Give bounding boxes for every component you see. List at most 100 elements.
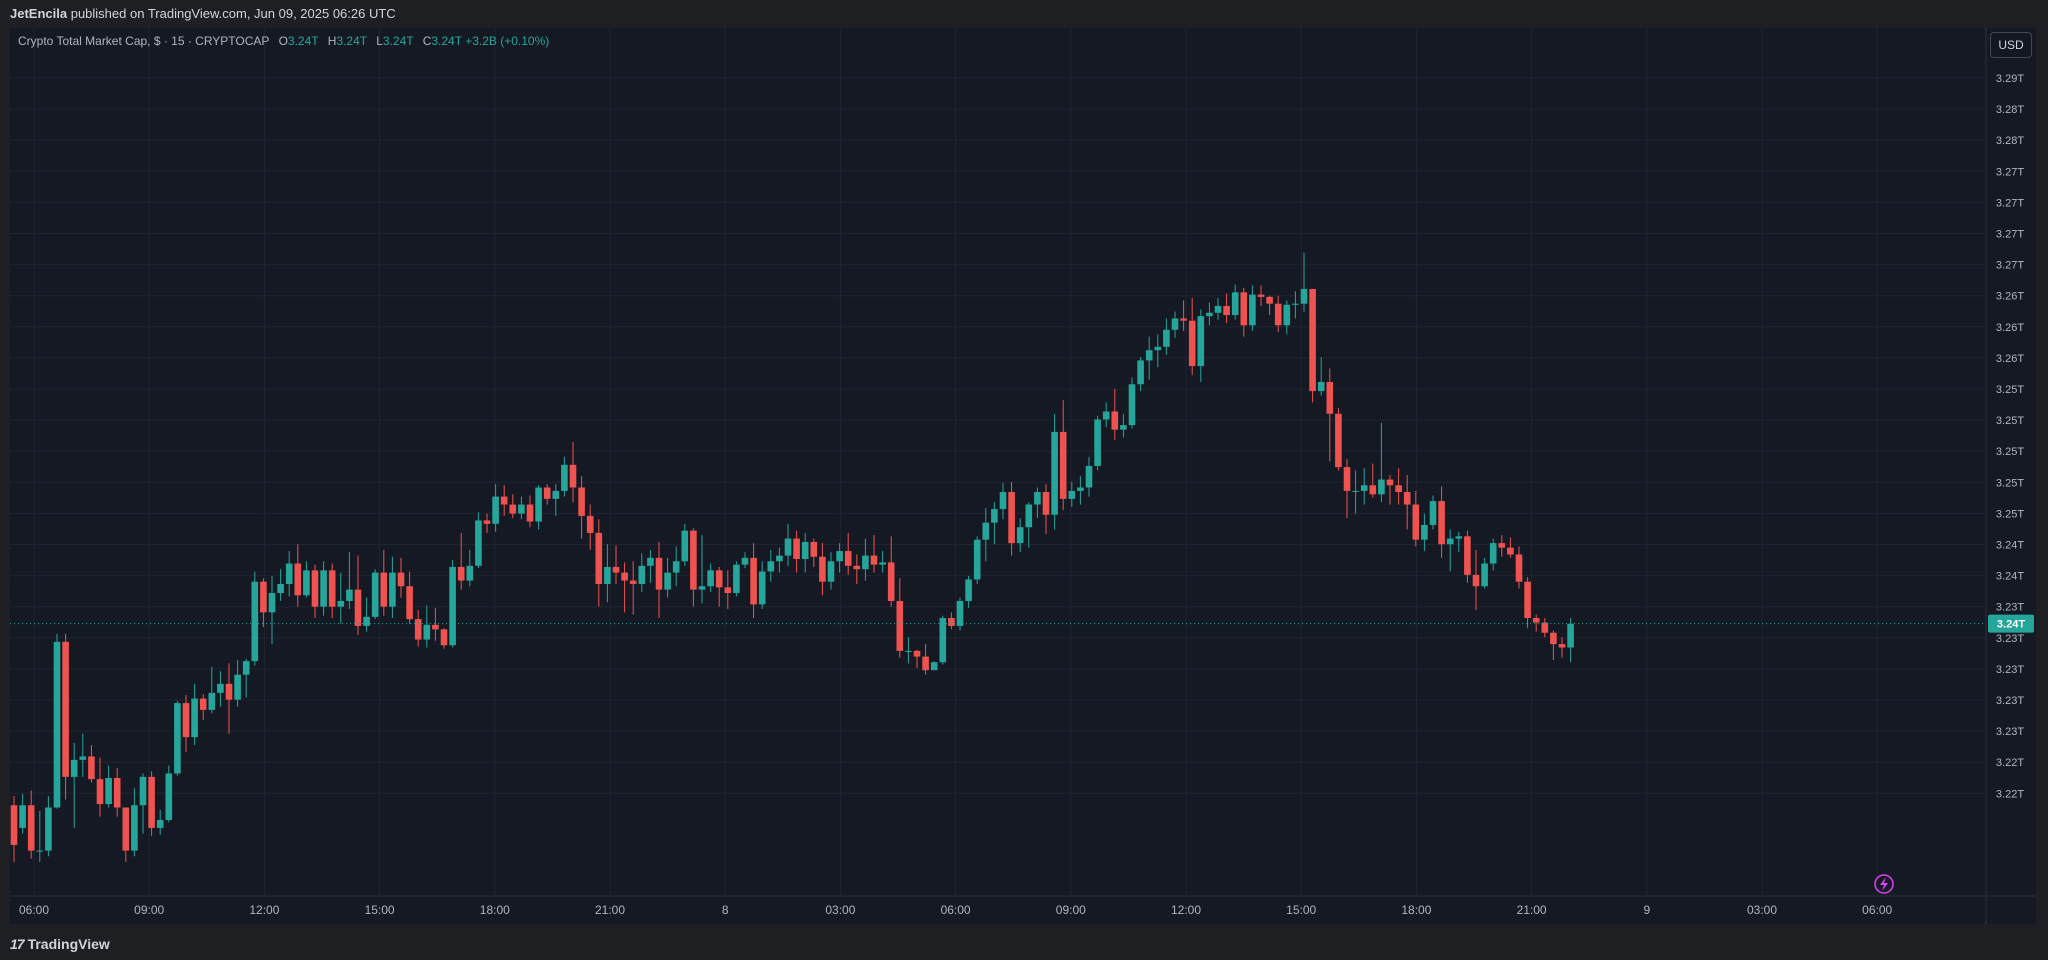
candle-body [1188, 320, 1196, 367]
candle-body [1128, 384, 1136, 426]
candle-body [182, 703, 190, 738]
candle-body [1274, 303, 1282, 326]
candle-body [1403, 492, 1411, 505]
open-label: O [278, 34, 288, 48]
candle-body [1360, 485, 1368, 491]
currency-button[interactable]: USD [1990, 32, 2032, 58]
candle-body [449, 566, 456, 646]
candle-body [53, 641, 61, 808]
candle-body [1051, 431, 1058, 515]
flash-icon-bolt [1880, 877, 1888, 891]
candle-body [483, 520, 491, 524]
candle-body [1120, 425, 1127, 430]
candle-body [1386, 479, 1394, 486]
candle-body [612, 566, 620, 573]
candle-body [1042, 492, 1050, 515]
price-tick-label: 3.25T [1996, 415, 2024, 427]
candle-body [604, 566, 611, 584]
candle-body [561, 464, 568, 491]
candle-body [139, 776, 147, 806]
candle-body [1532, 618, 1540, 623]
candle-body [733, 564, 740, 594]
candle-body [122, 807, 130, 851]
candle-body [1085, 465, 1093, 488]
overlay-layer: 3.24T [10, 614, 2034, 894]
candle-body [1558, 644, 1566, 648]
candle-body [578, 487, 585, 516]
candle-body [1421, 524, 1428, 540]
candle-body [294, 563, 302, 596]
candle-body [776, 555, 783, 562]
candle-body [466, 565, 474, 581]
candle-body [750, 557, 757, 605]
candle-body [251, 581, 259, 662]
price-tick-label: 3.27T [1996, 229, 2024, 241]
candle-body [982, 522, 990, 540]
candle-body [672, 561, 680, 573]
candle-body [518, 504, 525, 514]
candle-body [303, 570, 310, 596]
candle-body [475, 520, 482, 566]
candle-body [208, 692, 216, 710]
candle-body [1378, 479, 1385, 495]
candle-body [1034, 492, 1041, 505]
price-tick-label: 3.23T [1996, 633, 2024, 645]
candle-body [905, 650, 912, 652]
price-axis: 3.29T 3.28T 3.28T 3.27T 3.27T 3.27T 3.27T 3.26T… [1996, 73, 2024, 800]
candle-body [79, 756, 87, 760]
candle-body [1102, 411, 1110, 420]
candle-body [1412, 504, 1420, 540]
candle-body [999, 492, 1007, 510]
candle-body [758, 571, 766, 605]
price-tick-label: 3.22T [1996, 757, 2024, 769]
candle-body [10, 805, 18, 845]
candle-body [174, 703, 181, 774]
candle-body [784, 538, 792, 556]
candle-body [827, 561, 835, 582]
price-axis-panel [1986, 28, 2036, 924]
candle-body [664, 572, 671, 590]
candle-body [1300, 288, 1308, 304]
candle-body [397, 572, 405, 587]
candle-body [1111, 411, 1119, 430]
candle-body [793, 538, 800, 559]
candle-body [543, 487, 551, 499]
publish-info-bar: JetEncila published on TradingView.com, … [0, 0, 2048, 28]
candle-body [973, 539, 981, 580]
price-tick-label: 3.23T [1996, 602, 2024, 614]
candle-body [165, 773, 173, 820]
close-label: C [422, 34, 432, 48]
candle-body [595, 532, 603, 584]
candle-body [956, 600, 964, 626]
time-tick-label: 03:00 [825, 903, 855, 917]
candle-body [234, 674, 241, 700]
candle-body [1550, 632, 1557, 645]
candle-body [647, 557, 654, 566]
price-tick-label: 3.27T [1996, 197, 2024, 209]
candle-body [1137, 360, 1144, 385]
candle-body [131, 805, 138, 851]
candle-body [225, 683, 233, 700]
candle-body [1016, 527, 1024, 544]
candle-body [320, 570, 327, 607]
candle-body [500, 496, 508, 505]
candle-body [156, 819, 164, 828]
candle-body [1025, 504, 1033, 528]
candle-body [423, 624, 431, 640]
candle-body [285, 563, 293, 584]
candle-body [1171, 318, 1179, 330]
candle-body [354, 589, 362, 626]
candle-body [1472, 574, 1480, 587]
candle-body [346, 589, 353, 601]
candle-body [260, 581, 267, 613]
symbol-title: Crypto Total Market Cap, $ · 15 · CRYPTO… [18, 34, 270, 48]
candle-body [1068, 490, 1076, 499]
candle-body [1446, 538, 1454, 545]
candle-body [36, 850, 44, 852]
tradingview-logo[interactable]: 17 TradingView [10, 936, 110, 952]
candle-body [810, 541, 818, 557]
candle-body [586, 515, 594, 533]
price-tick-label: 3.29T [1996, 73, 2024, 85]
flash-icon[interactable] [1874, 874, 1894, 894]
